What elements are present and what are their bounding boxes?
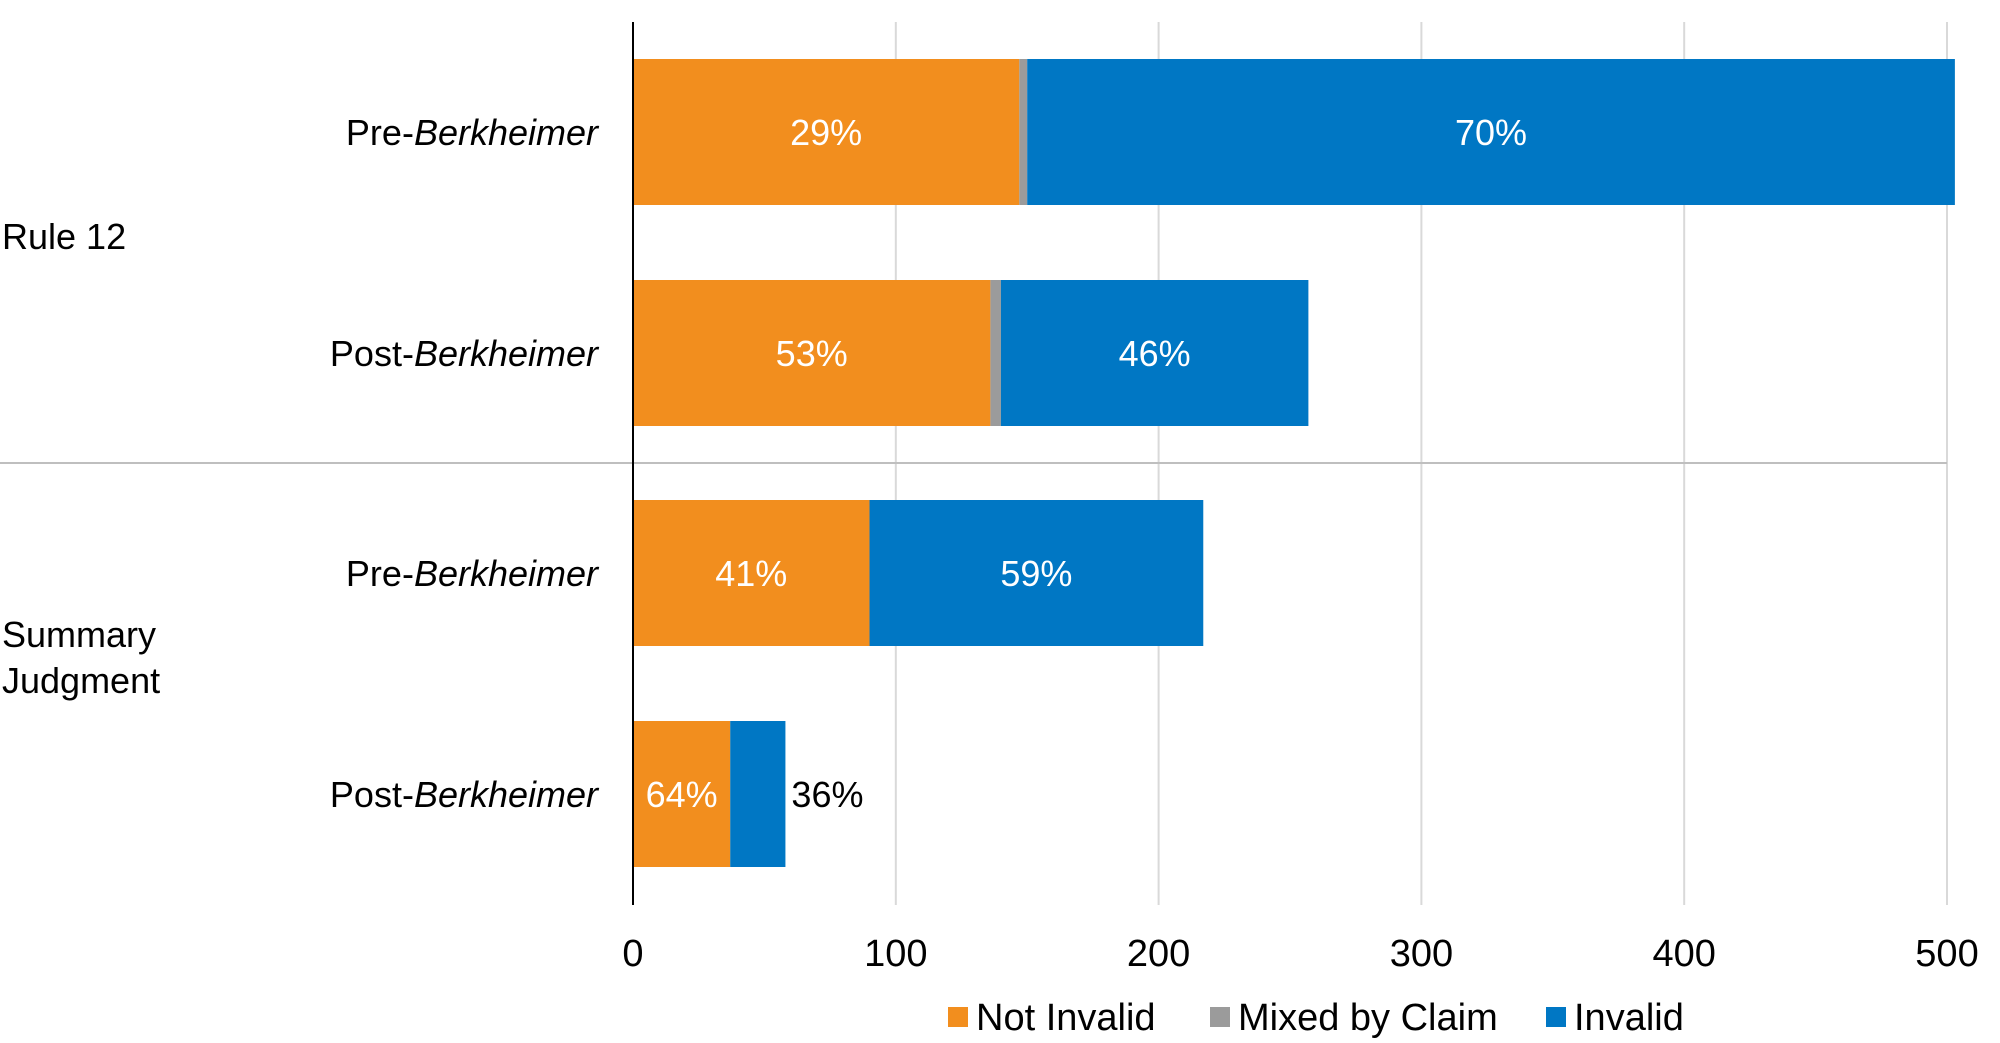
data-label: 36% bbox=[791, 774, 863, 815]
x-tick-label: 300 bbox=[1390, 933, 1453, 975]
data-label: 64% bbox=[646, 774, 718, 815]
data-label: 46% bbox=[1119, 333, 1191, 374]
legend-label: Not Invalid bbox=[976, 997, 1156, 1039]
legend-swatch bbox=[1546, 1007, 1566, 1027]
category-label: Pre-Berkheimer bbox=[346, 553, 600, 594]
legend-label: Mixed by Claim bbox=[1238, 997, 1498, 1039]
x-tick-label: 200 bbox=[1127, 933, 1190, 975]
legend: Not Invalid Mixed by Claim Invalid bbox=[948, 997, 1684, 1039]
group-label: Summary bbox=[2, 614, 156, 655]
data-label: 70% bbox=[1455, 112, 1527, 153]
legend-swatch bbox=[1210, 1007, 1230, 1027]
group-label: Judgment bbox=[2, 660, 160, 701]
data-label: 53% bbox=[776, 333, 848, 374]
data-label: 59% bbox=[1000, 553, 1072, 594]
bar-segment bbox=[990, 280, 1001, 426]
category-label: Pre-Berkheimer bbox=[346, 112, 600, 153]
x-tick-label: 100 bbox=[864, 933, 927, 975]
category-label: Post-Berkheimer bbox=[330, 774, 600, 815]
x-tick-label: 500 bbox=[1915, 933, 1978, 975]
category-label: Post-Berkheimer bbox=[330, 333, 600, 374]
x-tick-label: 400 bbox=[1652, 933, 1715, 975]
data-label: 41% bbox=[715, 553, 787, 594]
bar-segment bbox=[1019, 59, 1027, 205]
group-label: Rule 12 bbox=[2, 216, 126, 257]
legend-swatch bbox=[948, 1007, 968, 1027]
x-tick-label: 0 bbox=[622, 933, 643, 975]
legend-label: Invalid bbox=[1574, 997, 1684, 1039]
bar-segment bbox=[730, 721, 785, 867]
data-label: 29% bbox=[790, 112, 862, 153]
